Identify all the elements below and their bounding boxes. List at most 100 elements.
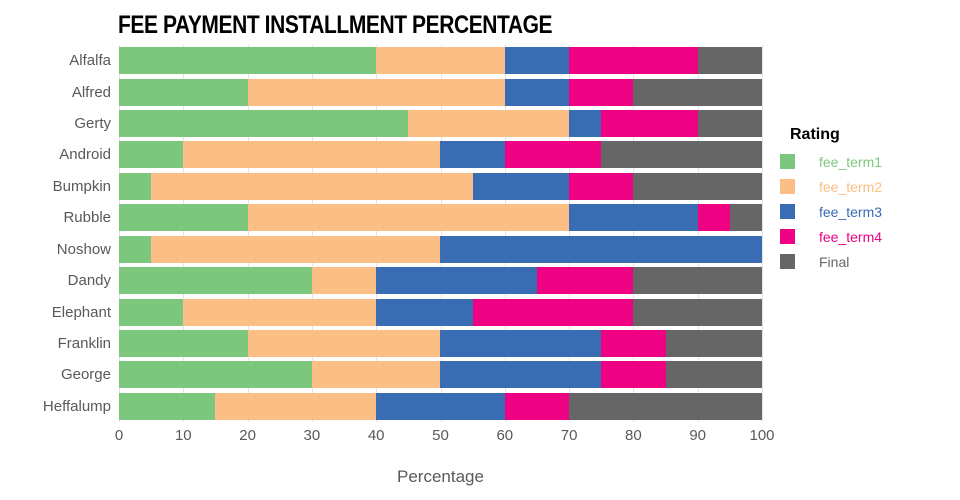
bar-segment-Final: [633, 172, 762, 200]
x-tick-label: 30: [303, 427, 321, 444]
y-axis-label: Heffalump: [42, 397, 111, 415]
legend-label: fee_term4: [819, 228, 883, 245]
x-tick-label: 50: [432, 427, 449, 444]
y-axis-label: Noshow: [56, 240, 111, 258]
y-axis-label: Franklin: [57, 335, 111, 352]
y-axis-label: George: [60, 366, 111, 384]
x-tick-label: 80: [625, 427, 642, 444]
bar-segment-fee_term1: [119, 204, 248, 232]
bar-segment-fee_term2: [247, 330, 441, 357]
x-axis-title: Percentage: [397, 467, 484, 486]
y-axis-label: Elephant: [51, 303, 111, 321]
legend-item: fee_term3: [780, 204, 955, 219]
bar-segment-fee_term1: [119, 110, 409, 138]
x-axis-ticks: 0 10 20 30 40 50 60 70 80 90 100: [115, 427, 775, 447]
legend-label: fee_term1: [819, 153, 883, 170]
bar-segment-Final: [569, 392, 762, 420]
x-tick-label: 10: [174, 427, 192, 444]
bar-segment-fee_term1: [119, 298, 184, 326]
y-axis-label: Android: [59, 146, 111, 164]
bar-segment-fee_term4: [504, 141, 602, 169]
legend-swatch: [780, 229, 795, 244]
bar-segment-Final: [665, 361, 762, 389]
chart-row: Gerty: [0, 108, 762, 139]
bar-segment-fee_term2: [151, 172, 473, 200]
bar-track: [119, 110, 762, 138]
bar-track: [119, 392, 762, 420]
bar-track: [119, 361, 762, 389]
legend-label: fee_term3: [819, 203, 883, 220]
bar-segment-fee_term1: [119, 330, 248, 357]
bar-segment-Final: [633, 267, 762, 295]
bar-segment-fee_term2: [247, 204, 570, 232]
bar-segment-fee_term3: [440, 141, 505, 169]
bar-segment-Final: [729, 204, 762, 232]
bar-segment-fee_term2: [215, 392, 377, 420]
y-axis-label: Dandy: [67, 272, 111, 290]
y-axis-label: Gerty: [74, 115, 111, 133]
legend-label: Final: [819, 253, 850, 270]
bar-segment-fee_term1: [119, 235, 152, 263]
chart-row: George: [0, 359, 762, 390]
x-tick-label: 40: [367, 427, 385, 444]
x-tick-label: 70: [560, 427, 578, 444]
gridline: [247, 45, 249, 422]
bar-track: [119, 141, 762, 169]
chart-row: Dandy: [0, 265, 762, 296]
bar-segment-fee_term3: [440, 235, 762, 263]
bar-segment-Final: [697, 47, 762, 75]
chart-title: FEE PAYMENT INSTALLMENT PERCENTAGE: [118, 11, 553, 39]
bar-segment-fee_term3: [376, 392, 505, 420]
bar-segment-fee_term2: [311, 267, 377, 295]
bar-track: [119, 78, 762, 106]
bar-segment-fee_term3: [569, 110, 602, 138]
bar-segment-fee_term3: [440, 361, 602, 389]
rows: Alfalfa Alfred Gerty Android Bumpkin Rubble No…: [0, 45, 762, 422]
bar-segment-fee_term1: [119, 392, 216, 420]
bar-segment-fee_term2: [183, 141, 441, 169]
bar-segment-fee_term4: [601, 361, 666, 389]
bar-segment-fee_term4: [504, 392, 570, 420]
legend-item: fee_term1: [780, 154, 955, 169]
chart-row: Heffalump: [0, 391, 762, 422]
bar-segment-Final: [633, 78, 762, 106]
gridline: [119, 45, 120, 422]
gridline: [569, 45, 571, 422]
y-axis-label: Alfalfa: [69, 52, 111, 70]
bar-segment-fee_term4: [601, 110, 698, 138]
bar-segment-fee_term2: [183, 298, 377, 326]
chart-row: Rubble: [0, 202, 762, 233]
y-axis-label: Rubble: [63, 209, 111, 227]
plot-area: [119, 45, 763, 422]
gridline: [633, 45, 635, 422]
bar-segment-fee_term4: [697, 204, 730, 232]
bar-track: [119, 204, 762, 232]
chart-row: Noshow: [0, 234, 762, 265]
legend-swatch: [780, 254, 795, 269]
chart-row: Franklin: [0, 328, 762, 359]
bar-segment-fee_term4: [472, 298, 634, 326]
bar-segment-fee_term1: [119, 78, 248, 106]
bar-track: [119, 172, 762, 200]
legend-swatch: [780, 204, 795, 219]
bar-segment-fee_term1: [119, 267, 312, 295]
legend-item: Final: [780, 254, 955, 269]
bar-segment-fee_term3: [472, 172, 570, 200]
bar-segment-Final: [697, 110, 762, 138]
bar-segment-fee_term4: [601, 330, 666, 357]
bar-segment-fee_term3: [376, 267, 537, 295]
bar-segment-fee_term1: [119, 361, 312, 389]
bar-segment-fee_term2: [247, 78, 505, 106]
bar-segment-fee_term3: [504, 78, 570, 106]
legend: Rating fee_term1 fee_term2 fee_term3 fee_te…: [780, 126, 955, 279]
legend-items: fee_term1 fee_term2 fee_term3 fee_term4 Fina…: [780, 154, 955, 269]
x-tick-label: 100: [749, 427, 775, 444]
bar-segment-fee_term4: [536, 267, 634, 295]
bar-segment-fee_term3: [504, 47, 570, 75]
bar-track: [119, 267, 762, 295]
bar-segment-fee_term4: [569, 78, 634, 106]
bar-segment-fee_term2: [311, 361, 441, 389]
x-tick-label: 60: [496, 427, 514, 444]
bar-track: [119, 298, 762, 326]
